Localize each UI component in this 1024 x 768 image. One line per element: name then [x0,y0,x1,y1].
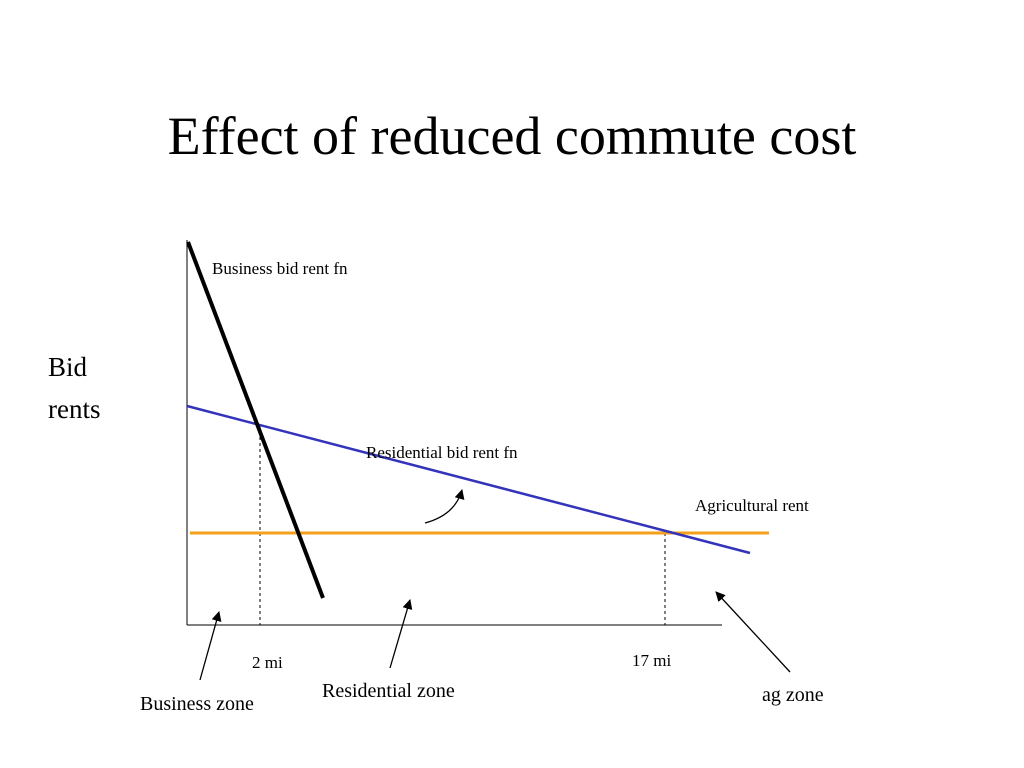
business-bid-rent-line [186,241,325,599]
curve-label: Agricultural rent [695,496,809,515]
residential-bid-rent-line [186,404,751,555]
title: Effect of reduced commute cost [168,106,857,166]
curve-label: Business bid rent fn [212,259,348,278]
marker-label: 17 mi [632,651,671,670]
zone-label: Business zone [140,693,254,715]
zone-arrow [715,591,791,673]
marker-label: 2 mi [252,653,283,672]
shift-arrow [424,489,465,524]
zone-arrow [389,599,413,669]
curve-label: Residential bid rent fn [366,443,518,462]
y-axis-label: rents [48,394,100,424]
zone-label: Residential zone [322,680,455,702]
zone-arrow [199,611,222,681]
y-axis-label: Bid [48,352,88,382]
zone-label: ag zone [762,684,824,706]
